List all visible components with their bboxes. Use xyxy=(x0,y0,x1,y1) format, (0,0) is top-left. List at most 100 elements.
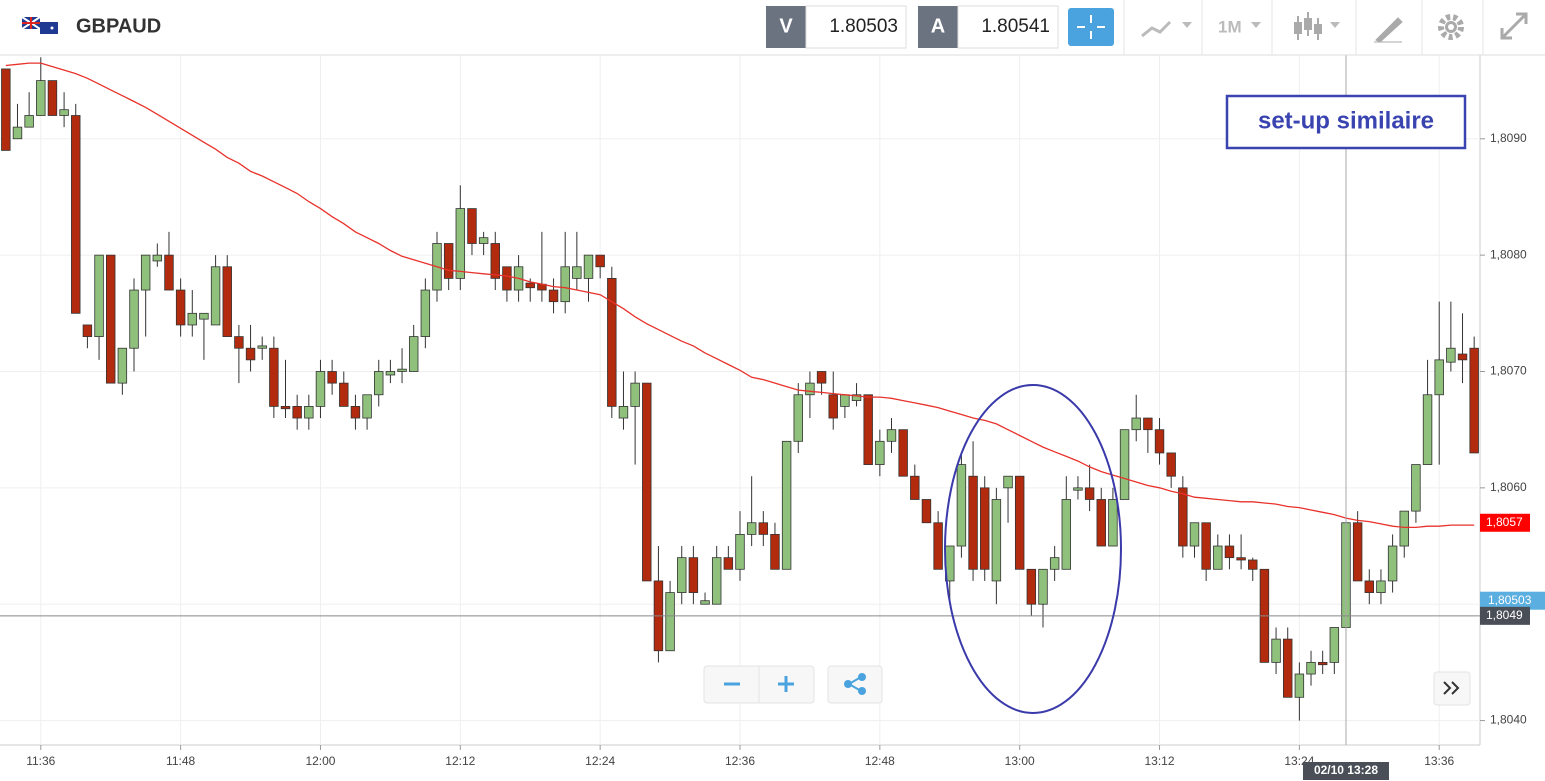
candle-body xyxy=(1108,499,1118,547)
candle-body xyxy=(129,289,139,349)
candle-body xyxy=(1271,638,1281,663)
candle-body xyxy=(688,557,699,593)
flag-cross-red xyxy=(22,17,40,29)
candle-body xyxy=(362,394,372,419)
highlight-ellipse xyxy=(944,384,1122,714)
candle-body xyxy=(24,115,34,128)
x-tick-label: 12:12 xyxy=(445,754,475,768)
candle-body xyxy=(630,382,640,407)
candle-body xyxy=(397,368,407,372)
crosshair-price-label: 1,8049 xyxy=(1486,608,1523,622)
candle-body xyxy=(1236,557,1246,561)
candle-body xyxy=(1457,353,1468,361)
candle-body xyxy=(968,475,978,570)
candle-body xyxy=(1014,475,1025,570)
ask-button[interactable] xyxy=(918,6,958,48)
candle-body xyxy=(140,254,151,291)
settings-icon[interactable] xyxy=(1438,14,1464,40)
share-dot xyxy=(858,687,866,695)
candle-body xyxy=(455,208,466,279)
moving-average xyxy=(5,62,1475,529)
candle-body xyxy=(490,243,500,279)
candle-body xyxy=(910,475,920,500)
candle-body xyxy=(1143,417,1153,431)
crosshair-time-tag xyxy=(1302,762,1389,780)
candle-body xyxy=(572,266,582,279)
annotation: set-up similaire xyxy=(1258,107,1434,134)
candle-body xyxy=(420,289,431,337)
symbol: GBPAUD xyxy=(76,15,161,37)
candle-body xyxy=(1294,673,1305,698)
dropdown-arrow xyxy=(1330,22,1340,28)
ask-box[interactable] xyxy=(957,5,1059,49)
flag-au xyxy=(40,22,58,34)
crosshair-button[interactable] xyxy=(1068,8,1114,46)
draw-icon[interactable] xyxy=(1374,17,1403,43)
zoom-in[interactable] xyxy=(778,676,794,692)
candle-body xyxy=(1213,545,1223,570)
x-tick-label: 13:00 xyxy=(1005,754,1035,768)
candle-body xyxy=(921,499,932,524)
candle-body xyxy=(315,371,326,407)
candle-body xyxy=(245,347,256,361)
candle-body xyxy=(199,312,209,320)
candle-body xyxy=(94,254,104,337)
candle-body xyxy=(1038,568,1048,605)
candle-body xyxy=(1248,559,1258,570)
candle-body xyxy=(374,371,384,396)
scroll-end-button[interactable] xyxy=(1433,671,1471,706)
candle-body xyxy=(82,324,93,337)
candle-body xyxy=(711,557,722,605)
timeframe[interactable]: 1M xyxy=(1218,17,1242,36)
settings-hole xyxy=(1448,24,1454,30)
candle-body xyxy=(607,278,617,407)
candle-body xyxy=(1399,510,1409,547)
candle-body xyxy=(1073,487,1083,491)
candle-body xyxy=(292,405,302,419)
bid-button[interactable] xyxy=(766,6,806,48)
candle-body xyxy=(828,394,838,419)
x-tick-label: 11:48 xyxy=(166,754,195,768)
candle-body xyxy=(187,312,197,326)
bid-price-label: 1,80503 xyxy=(1488,593,1532,607)
candle-body xyxy=(1119,429,1130,500)
candle-body xyxy=(886,429,897,442)
candle-icon-body xyxy=(1294,22,1302,34)
candle-body xyxy=(1469,347,1479,454)
candle-body xyxy=(560,266,570,303)
share-bg[interactable] xyxy=(827,665,883,704)
bid-label: V xyxy=(779,15,793,37)
candle-body xyxy=(408,336,419,372)
candle-icon-body xyxy=(1314,24,1322,34)
candle-body xyxy=(1026,568,1037,605)
candle-body xyxy=(1364,580,1375,593)
candle-body xyxy=(991,499,1002,582)
fullscreen-icon[interactable] xyxy=(1500,12,1528,40)
ma-price-tag xyxy=(1480,513,1530,532)
candle-body xyxy=(467,208,477,244)
bid-box[interactable] xyxy=(805,5,907,49)
flag-star xyxy=(50,26,54,30)
candle-body xyxy=(1131,417,1141,431)
candle-body xyxy=(1224,545,1235,559)
candle-body xyxy=(1166,452,1176,477)
candle-body xyxy=(117,347,128,384)
chart-type-icon[interactable] xyxy=(1141,20,1172,38)
candle-body xyxy=(385,371,396,376)
candle-body xyxy=(816,371,827,384)
zoom-controls xyxy=(703,665,1471,706)
x-tick-label: 13:36 xyxy=(1424,754,1454,768)
candle-body xyxy=(1201,522,1211,570)
candle-body xyxy=(1306,661,1316,675)
candle-icon-body xyxy=(1304,18,1312,30)
dropdown-arrow xyxy=(1182,22,1192,28)
candle-body xyxy=(980,487,990,570)
candle-body xyxy=(1154,429,1165,454)
candle-body xyxy=(525,282,535,289)
plot-area: 1,80401,80501,80601,80701,80801,809011:3… xyxy=(0,55,1545,780)
candle-body xyxy=(1189,522,1200,547)
crosshair-price-tag xyxy=(1480,606,1530,625)
x-tick-label: 12:48 xyxy=(865,754,895,768)
candle-body xyxy=(71,115,81,314)
candle-body xyxy=(164,254,174,291)
